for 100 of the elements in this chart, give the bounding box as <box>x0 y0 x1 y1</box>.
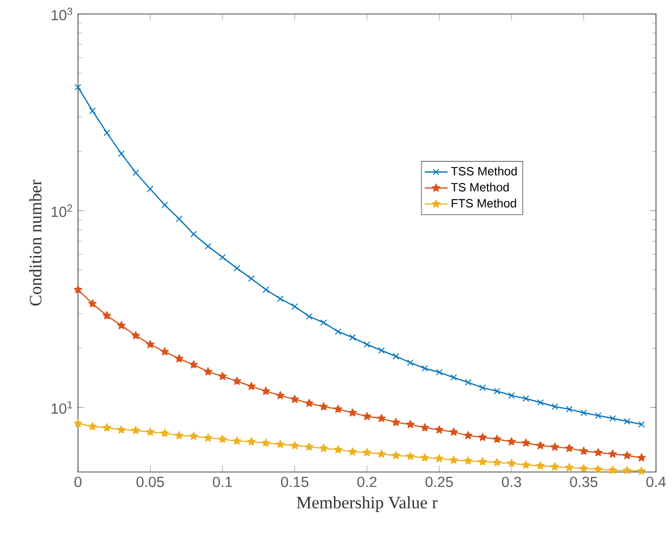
point <box>624 418 630 425</box>
point <box>146 186 154 192</box>
point <box>304 442 314 451</box>
y-tick-label: 10$^{3}$ <box>52 8 72 20</box>
point <box>537 399 544 406</box>
point <box>74 418 82 428</box>
point <box>507 437 516 446</box>
x-axis-title: Membership Value r <box>296 496 438 512</box>
point <box>262 438 270 447</box>
point <box>609 415 616 422</box>
point <box>594 464 602 474</box>
x-tick-label: 0.35 <box>570 476 598 488</box>
point <box>160 428 169 437</box>
point <box>161 202 168 208</box>
point <box>449 456 458 464</box>
point <box>88 299 97 308</box>
point <box>277 295 284 302</box>
point <box>362 412 372 420</box>
point <box>306 313 312 320</box>
point <box>406 452 415 460</box>
x-tick-label: 0.3 <box>502 476 522 488</box>
point <box>507 458 516 468</box>
point <box>377 414 386 422</box>
point <box>392 353 400 360</box>
point <box>422 365 428 372</box>
point <box>434 425 444 434</box>
point <box>132 426 140 434</box>
point <box>478 432 487 442</box>
point <box>204 433 212 442</box>
point <box>638 421 645 428</box>
point <box>594 448 602 456</box>
point <box>522 460 530 469</box>
legend-label: TSS Method <box>451 166 517 176</box>
point <box>334 404 342 413</box>
point <box>449 428 458 436</box>
point <box>608 450 617 458</box>
x-tick-label: 0.2 <box>357 476 376 488</box>
point <box>348 408 357 416</box>
x-tick-label: 0.25 <box>426 476 453 488</box>
point <box>290 441 300 450</box>
point <box>102 311 112 320</box>
point <box>536 441 545 450</box>
x-tick-label: 0 <box>74 476 82 488</box>
point <box>334 445 342 454</box>
point <box>464 431 472 440</box>
y-axis-title: Condition number <box>29 180 42 306</box>
point <box>176 215 182 222</box>
point <box>334 328 342 335</box>
point <box>406 420 415 428</box>
point <box>492 458 502 466</box>
x-tick-label: 0.1 <box>212 476 232 488</box>
point <box>479 384 486 392</box>
point <box>392 451 400 460</box>
point <box>189 360 198 368</box>
point <box>364 341 370 348</box>
point <box>146 428 155 436</box>
point <box>492 434 502 443</box>
point <box>104 129 110 136</box>
point <box>378 347 385 354</box>
point <box>174 354 184 362</box>
legend-label: TS Method <box>451 182 509 192</box>
point <box>464 379 472 386</box>
point <box>565 463 574 472</box>
point <box>190 230 197 238</box>
point <box>392 418 400 426</box>
point <box>276 391 285 400</box>
point <box>637 466 646 475</box>
point <box>234 264 240 272</box>
point <box>579 446 588 455</box>
legend-label: FTS Method <box>452 198 516 208</box>
point <box>580 409 588 416</box>
point <box>304 398 314 408</box>
point <box>204 367 212 376</box>
point <box>218 434 227 443</box>
point <box>536 461 545 470</box>
point <box>420 423 430 432</box>
point <box>88 422 97 430</box>
point <box>622 466 632 474</box>
point <box>117 321 126 330</box>
point <box>450 374 457 381</box>
point <box>407 359 414 366</box>
y-tick-label: 10$^{1}$ <box>52 401 72 414</box>
point <box>566 406 573 412</box>
point <box>232 376 242 385</box>
point <box>132 169 140 176</box>
point <box>550 442 560 451</box>
point <box>436 368 443 376</box>
point <box>291 303 298 310</box>
point <box>362 448 372 456</box>
point <box>494 388 500 394</box>
point <box>608 466 617 474</box>
y-tick-label: 10$^{2}$ <box>52 204 72 218</box>
point <box>349 334 356 341</box>
point <box>248 275 255 282</box>
point <box>247 382 256 390</box>
point <box>132 331 140 340</box>
point <box>290 394 300 404</box>
x-tick-label: 0.15 <box>281 476 308 488</box>
point <box>434 454 444 462</box>
point <box>508 392 515 399</box>
